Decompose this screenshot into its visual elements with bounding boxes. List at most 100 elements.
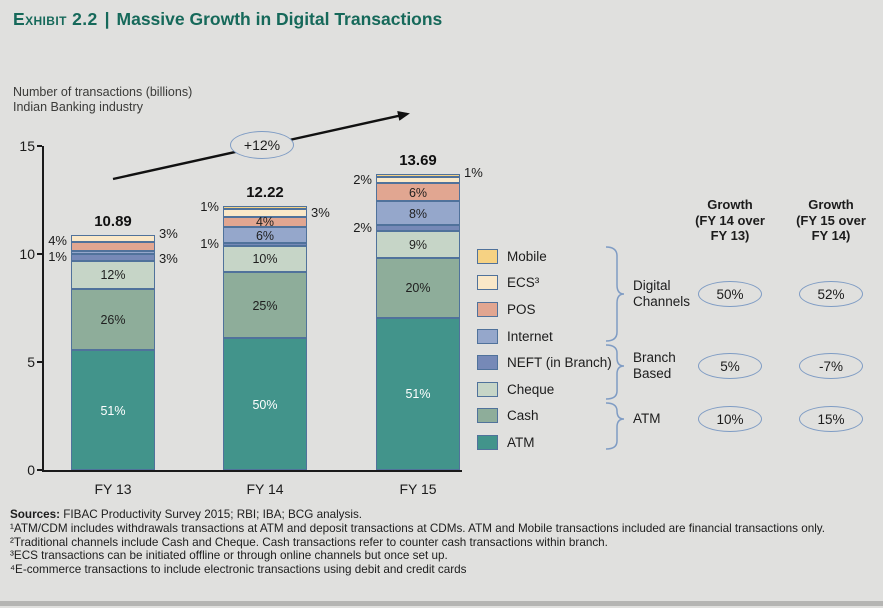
legend-item: Cheque [477,376,612,403]
brace-branch-based [605,344,625,400]
growth-header-col1-line3: FY 13) [710,228,750,243]
legend-label: ATM [507,434,535,450]
y-tick-label: 15 [19,138,35,154]
overall-growth-badge: +12% [230,131,294,159]
bar-segment [376,174,460,178]
bar-segment: 26% [71,288,155,351]
segment-value-label: 26% [100,312,126,327]
sources-text: FIBAC Productivity Survey 2015; RBI; IBA… [60,508,363,521]
segment-value-label: 6% [255,228,275,243]
segment-value-label: 10% [252,252,278,267]
bar-segment: 51% [376,317,460,470]
sources-label: Sources: [10,508,61,521]
bottom-edge-strip [0,601,883,606]
axis-subtitle: Number of transactions (billions) Indian… [13,85,192,115]
segment-value-label: 1% [200,236,219,252]
bar-segment: 10% [223,245,307,273]
page-title: Exhibit 2.2 | Massive Growth in Digital Tr… [13,9,442,30]
legend-item: POS [477,296,612,323]
segment-value-label: 3% [159,226,178,242]
legend-swatch-pos [477,301,498,317]
footnotes: Sources: FIBAC Productivity Survey 2015;… [10,508,876,577]
group-label-atm: ATM [633,411,661,426]
legend-label: NEFT (in Branch) [507,355,612,371]
segment-value-label: 2% [353,172,372,188]
y-tick-label: 5 [27,354,35,370]
group-label-digital-channels: Digital Channels [633,278,691,309]
bar-segment: 8% [376,201,460,226]
exhibit-number: Exhibit 2.2 [13,9,98,29]
legend-swatch-cash [477,408,498,424]
x-axis-category-label: FY 15 [399,481,437,497]
segment-value-label: 1% [48,249,67,265]
legend-label: Mobile [507,248,547,264]
bar-segment: 25% [223,272,307,339]
overall-growth-value: +12% [243,137,281,153]
legend-label: Cheque [507,381,555,397]
stacked-bar-fy-15: 51% 20% 9% 8% 6% [376,174,460,470]
bar-segment: 50% [223,338,307,470]
legend-swatch-neft-in-branch- [477,355,498,371]
segment-value-label: 4% [48,232,67,248]
growth-header-col2: Growth (FY 15 over FY 14) [773,197,883,244]
growth-value-ellipse: 15% [799,406,863,432]
bar-segment [223,208,307,217]
x-axis-line [42,470,462,472]
legend-item: Mobile [477,243,612,270]
y-tick-mark [37,145,42,147]
y-tick-mark [37,253,42,255]
segment-value-label: 3% [159,251,178,267]
bar-segment: 6% [223,227,307,243]
segment-value-label: 1% [464,164,483,180]
legend-item: NEFT (in Branch) [477,349,612,376]
legend-item: Cash [477,403,612,430]
growth-header-col2-line3: FY 14) [811,228,851,243]
growth-value-ellipse: 50% [698,281,762,307]
y-tick-mark [37,361,42,363]
bar-segment [223,243,307,246]
legend-label: ECS³ [507,275,540,291]
bar-total-label: 10.89 [94,212,132,230]
bar-total-label: 13.69 [399,152,437,170]
group-braces [605,246,625,450]
bar-segment [223,206,307,209]
segment-value-label: 4% [255,215,275,230]
growth-header-col1-line1: Growth [707,197,753,212]
footnote: ³ECS transactions can be initiated offli… [10,549,448,563]
bar-segment: 51% [71,350,155,470]
bar-segment: 12% [71,260,155,289]
x-axis-category-label: FY 13 [94,481,132,497]
legend-swatch-internet [477,328,498,344]
footnote: ²Traditional channels include Cash and C… [10,535,608,549]
stacked-bar-fy-14: 50% 25% 10% 6% 4% [223,206,307,470]
y-tick-label: 10 [19,246,35,262]
bar-segment [71,234,155,242]
legend-item: Internet [477,323,612,350]
legend-label: POS [507,301,536,317]
legend-item: ATM [477,429,612,456]
legend-item: ECS³ [477,270,612,297]
segment-value-label: 6% [408,185,428,200]
growth-header-col1: Growth (FY 14 over FY 13) [672,197,788,244]
bar-segment [71,251,155,254]
footnote: ⁴E-commerce transactions to include elec… [10,563,467,577]
growth-header-col1-line2: (FY 14 over [695,212,765,228]
segment-value-label: 9% [408,237,428,252]
segment-value-label: 20% [405,281,431,296]
brace-atm [605,402,625,450]
bar-segment: 4% [223,215,307,230]
x-axis-category-label: FY 14 [246,481,284,497]
subtitle-line1: Number of transactions (billions) [13,85,193,99]
growth-header-col2-line1: Growth [808,197,854,212]
segment-value-label: 8% [408,206,428,221]
title-separator: | [104,9,110,29]
segment-value-label: 2% [353,220,372,236]
legend: Mobile ECS³ POS Internet NEFT (in Branch) Che… [477,243,612,456]
y-axis-line [42,146,44,471]
bar-segment [376,225,460,232]
y-tick-label: 0 [27,462,35,478]
footnote: ¹ATM/CDM includes withdrawals transactio… [10,521,826,535]
subtitle-line2: Indian Banking industry [13,100,143,114]
stacked-bar-fy-13: 51% 26% 12% [71,234,155,470]
